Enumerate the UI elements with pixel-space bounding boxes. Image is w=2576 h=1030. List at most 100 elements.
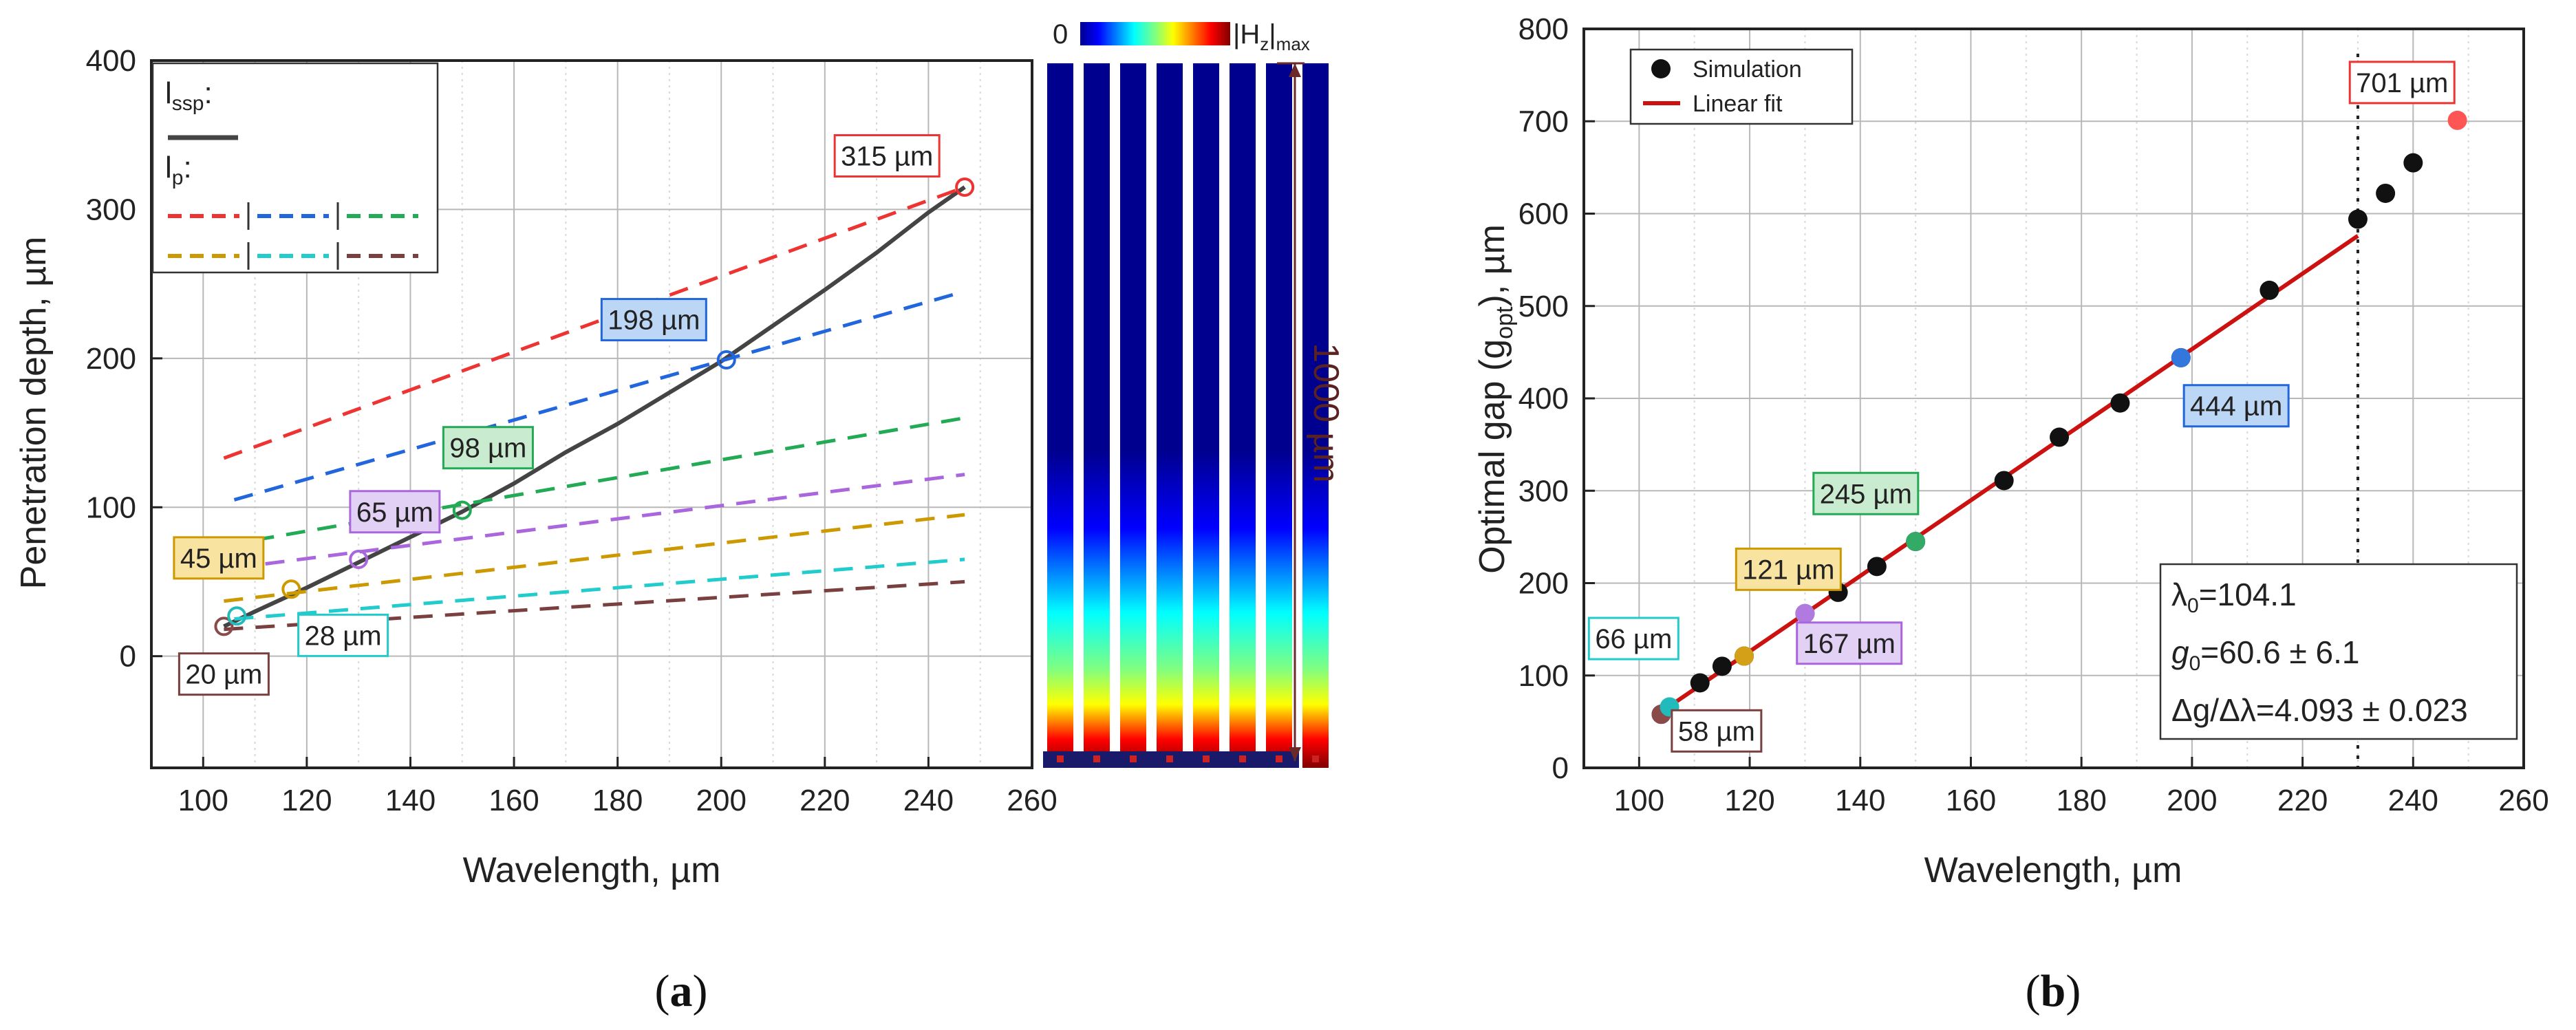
simulation-point — [2403, 153, 2423, 173]
simulation-point — [2376, 183, 2396, 203]
field-column — [1230, 63, 1256, 768]
plot-b-annotation-label-box — [2182, 384, 2290, 428]
legend-a-p-swatches — [168, 202, 418, 270]
plot-b-annotation-label-box — [2348, 61, 2456, 105]
plot-b-annotation-label-box — [1671, 709, 1763, 753]
plot-b-points — [1651, 110, 2467, 725]
colorbar — [1080, 22, 1230, 45]
field-source — [1130, 755, 1137, 762]
series-l-p-3 — [255, 416, 965, 542]
plot-a-annotation-label: 45 µm — [180, 544, 257, 574]
field-column — [1266, 63, 1292, 768]
scale-arrow-top — [1289, 63, 1301, 77]
plot-b-y-tick-label: 300 — [1518, 474, 1569, 508]
series-l-ssp — [223, 185, 966, 629]
plot-b-y-tick-label: 100 — [1518, 659, 1569, 693]
plot-b-y-tick-label: 500 — [1518, 290, 1569, 323]
panel-label-a: (a) — [655, 966, 708, 1016]
plot-a-x-tick-label: 120 — [281, 784, 332, 817]
legend-a-box — [151, 62, 439, 274]
simulation-point — [1690, 673, 1710, 693]
plot-a-x-tick-label: 180 — [592, 784, 643, 817]
x-axis-label-b: Wavelength, µm — [1924, 850, 2182, 890]
panel-b: 100 120 140 160 180 200 220 240 260 0 100 200 300 400… — [1472, 12, 2549, 1016]
field-source — [1203, 755, 1210, 762]
plot-a-y-tick-label: 100 — [86, 491, 136, 524]
field-source — [1093, 755, 1100, 762]
panel-label-b: (b) — [2026, 966, 2081, 1016]
field-source — [1166, 755, 1173, 762]
plot-a-y-tick-label: 400 — [86, 44, 136, 78]
plot-b-y-tick-label: 800 — [1518, 12, 1569, 46]
highlighted-point — [1906, 532, 1926, 552]
stats-box-frame — [2159, 563, 2518, 740]
plot-b-annotation-label-box — [1735, 547, 1842, 591]
plot-b-annotation-label-box — [1796, 621, 1903, 665]
plot-a-x-tick-label: 140 — [385, 784, 436, 817]
plot-a-x-tick-label: 260 — [1007, 784, 1057, 817]
stats-g0: g0=60.6 ± 6.1 — [2171, 634, 2359, 675]
plot-a-annotation-label-box — [442, 426, 534, 470]
field-source — [1312, 755, 1319, 762]
field-map: 0 |Hz|max 1000 µm — [1043, 19, 1346, 768]
plot-a-x-tick-label: 160 — [489, 784, 539, 817]
simulation-point — [1867, 557, 1887, 577]
series-l-p-1 — [223, 185, 965, 460]
simulation-point — [1712, 656, 1732, 676]
plot-a-annotation-label: 315 µm — [841, 142, 933, 172]
plot-b-x-tick-label: 160 — [1946, 784, 1996, 817]
field-column — [1193, 63, 1219, 768]
legend-b-simulation-label: Simulation — [1693, 56, 1802, 83]
plot-a-annotation-label: 65 µm — [356, 497, 433, 528]
plot-b-x-tick-label: 140 — [1835, 784, 1885, 817]
legend-a-ssp-label: lssp: — [165, 76, 213, 115]
plot-b-annotation-label: 167 µm — [1803, 629, 1896, 659]
plot-a-annotation-label: 198 µm — [608, 305, 700, 336]
y-axis-label-b: Optimal gap (gopt), µm — [1472, 224, 1518, 574]
panel-a: 100 120 140 160 180 200 220 240 260 0 100 200 300 400… — [14, 19, 1346, 1016]
plot-b-ticks: 100 120 140 160 180 200 220 240 260 0 100 200 300 400… — [1518, 12, 2549, 817]
plot-a-series — [223, 185, 966, 632]
plot-b-x-tick-label: 260 — [2498, 784, 2548, 817]
y-axis-label-a: Penetration depth, µm — [14, 237, 54, 590]
series-l-p-4 — [265, 473, 965, 566]
plot-b-annotation-label: 121 µm — [1742, 555, 1834, 585]
stats-box: λ0=104.1 g0=60.6 ± 6.1 Δg/Δλ=4.093 ± 0.0… — [2159, 563, 2518, 740]
field-column — [1047, 63, 1073, 768]
field-column — [1157, 63, 1183, 768]
plot-a-annotation-label-box — [173, 536, 265, 580]
plot-b-x-tick-label: 100 — [1614, 784, 1664, 817]
series-l-p-6 — [234, 557, 965, 621]
plot-a-x-tick-label: 220 — [799, 784, 850, 817]
field-column — [1120, 63, 1146, 768]
scale-label: 1000 µm — [1306, 343, 1346, 482]
legend-b-simulation-marker — [1651, 59, 1671, 78]
plot-b-y-tick-label: 200 — [1518, 567, 1569, 601]
plot-a-annotation-label-box — [297, 613, 389, 657]
plot-a-annotations: 315 µm 198 µm 98 µm 65 µm 45 µm 28 µm 20 µm — [173, 134, 941, 696]
field-source — [1057, 755, 1064, 762]
plot-a-y-tick-label: 0 — [120, 640, 136, 674]
scale-arrow-bottom — [1289, 747, 1301, 761]
plot-b-x-tick-label: 220 — [2277, 784, 2328, 817]
plot-a-marker — [716, 350, 736, 370]
field-source — [1276, 755, 1282, 762]
plot-a-annotation-label-box — [349, 490, 441, 534]
plot-b-annotation-label: 444 µm — [2190, 391, 2282, 422]
plot-b-x-tick-label: 200 — [2167, 784, 2217, 817]
series-l-p-7 — [224, 579, 965, 632]
plot-a-annotation-label-box — [600, 298, 707, 342]
plot-a-marker — [955, 177, 975, 197]
plot-a-marker — [349, 550, 369, 570]
highlighted-point — [2171, 347, 2191, 367]
simulation-point — [2348, 209, 2368, 229]
plot-a-marker — [452, 500, 472, 520]
plot-b-annotation-label-box — [1812, 471, 1920, 515]
legend-b-fit-label: Linear fit — [1693, 91, 1783, 117]
stats-lambda0: λ0=104.1 — [2171, 577, 2297, 617]
field-column — [1302, 63, 1329, 768]
simulation-point — [2260, 280, 2279, 300]
plot-a-x-tick-label: 200 — [696, 784, 747, 817]
plot-a-y-tick-label: 200 — [86, 342, 136, 376]
plot-b-annotations: 701 µm 444 µm 245 µm 121 µm 167 µm 66 µm 58 µm — [1587, 61, 2456, 753]
